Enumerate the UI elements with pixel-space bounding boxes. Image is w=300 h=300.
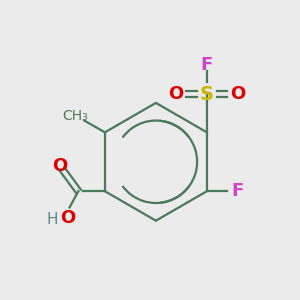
Text: O: O <box>168 85 184 103</box>
Text: CH₃: CH₃ <box>63 109 88 123</box>
Text: O: O <box>230 85 245 103</box>
Text: F: F <box>201 56 213 74</box>
Text: S: S <box>200 85 214 104</box>
Text: F: F <box>232 182 244 200</box>
Text: O: O <box>52 157 68 175</box>
Text: H: H <box>46 212 58 227</box>
Text: O: O <box>61 209 76 227</box>
